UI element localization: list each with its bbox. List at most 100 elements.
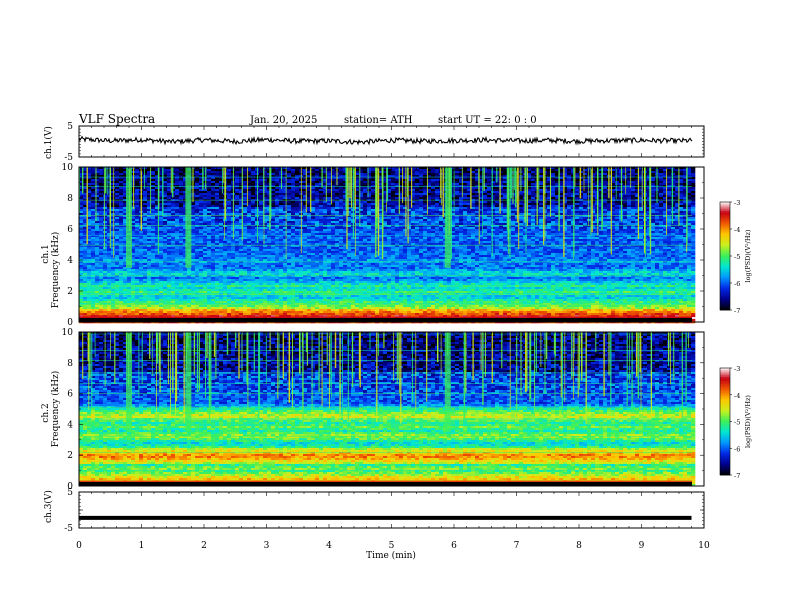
spectrogram-cell	[407, 185, 412, 188]
spectrogram-cell	[211, 227, 216, 230]
spectrogram-cell	[679, 201, 684, 204]
spectrogram-cell	[531, 219, 536, 222]
spectrogram-cell	[91, 191, 96, 194]
spectrogram-cell	[307, 173, 312, 176]
spectrogram-cell	[115, 195, 120, 198]
spectrogram-cell	[547, 177, 552, 180]
spectrogram-cell	[303, 207, 308, 210]
spectrogram-cell	[559, 167, 564, 170]
spectrogram-cell	[603, 225, 608, 228]
spectrogram-cell	[459, 175, 464, 178]
spectrogram-cell	[435, 167, 440, 170]
spectrogram-cell	[283, 207, 288, 210]
spectrogram-cell	[307, 183, 312, 186]
spectrogram-cell	[355, 209, 360, 212]
spectrogram-cell	[135, 225, 140, 228]
spectrogram-cell	[191, 203, 196, 206]
spectrogram-cell	[411, 217, 416, 220]
spectrogram-cell	[147, 207, 152, 210]
spectrogram-cell	[387, 177, 392, 180]
spectrogram-cell	[227, 171, 232, 174]
spectrogram-cell	[467, 203, 472, 206]
spectrogram-cell	[483, 177, 488, 180]
spectrogram-cell	[379, 171, 384, 174]
spectrogram-cell	[379, 175, 384, 178]
spectrogram-cell	[603, 223, 608, 226]
spectrogram-cell	[371, 173, 376, 176]
spectrogram-cell	[143, 169, 148, 172]
spectrogram-cell	[555, 193, 560, 196]
spectrogram-cell	[247, 197, 252, 200]
spectrogram-cell	[495, 191, 500, 194]
spectrogram-cell	[371, 225, 376, 228]
spectrogram-cell	[459, 195, 464, 198]
spectrogram-cell	[491, 221, 496, 224]
spectrogram-cell	[307, 207, 312, 210]
spectrogram-cell	[459, 189, 464, 192]
spectrogram-cell	[167, 189, 172, 192]
spectrogram-cell	[483, 195, 488, 198]
spectrogram-cell	[199, 189, 204, 192]
spectrogram-cell	[519, 191, 524, 194]
spectrogram-cell	[199, 205, 204, 208]
spectrogram-cell	[155, 169, 160, 172]
spectrogram-cell	[211, 221, 216, 224]
spectrogram-cell	[263, 187, 268, 190]
spectrogram-cell	[691, 191, 696, 194]
spectrogram-cell	[407, 169, 412, 172]
spectrogram-cell	[107, 205, 112, 208]
spectrogram-cell	[259, 181, 264, 184]
spectrogram-cell	[291, 201, 296, 204]
spectrogram-cell	[675, 183, 680, 186]
spectrogram-cell	[407, 187, 412, 190]
spectrogram-cell	[631, 207, 636, 210]
spectrogram-cell	[459, 221, 464, 224]
spectrogram-cell	[387, 217, 392, 220]
spectrogram-cell	[215, 211, 220, 214]
spectrogram-cell	[199, 213, 204, 216]
spectrogram-cell	[567, 197, 572, 200]
spectrogram-cell	[683, 223, 688, 226]
spectrogram-cell	[575, 167, 580, 170]
spectrogram-cell	[135, 177, 140, 180]
spectrogram-cell	[119, 211, 124, 214]
spectrogram-cell	[327, 183, 332, 186]
spectrogram-cell	[463, 197, 468, 200]
spectrogram-cell	[571, 197, 576, 200]
spectrogram-cell	[283, 223, 288, 226]
spectrogram-cell	[379, 179, 384, 182]
spectrogram-cell	[115, 205, 120, 208]
spectrogram-cell	[339, 219, 344, 222]
spectrogram-cell	[271, 181, 276, 184]
spectrogram-cell	[539, 179, 544, 182]
spectrogram-cell	[363, 197, 368, 200]
spectrogram-cell	[99, 229, 104, 232]
spectrogram-cell	[339, 177, 344, 180]
spectrogram-cell	[423, 167, 428, 170]
spectrogram-cell	[175, 177, 180, 180]
spectrogram-cell	[203, 213, 208, 216]
spectrogram-cell	[575, 171, 580, 174]
spectrogram-cell	[263, 183, 268, 186]
spectrogram-cell	[455, 207, 460, 210]
spectrogram-cell	[451, 193, 456, 196]
spectrogram-cell	[415, 197, 420, 200]
spectrogram-cell	[503, 205, 508, 208]
spectrogram-cell	[251, 201, 256, 204]
spectrogram-cell	[411, 167, 416, 170]
spectrogram-cell	[111, 167, 116, 170]
spectrogram-cell	[451, 213, 456, 216]
spectrogram-cell	[383, 177, 388, 180]
spectrogram-cell	[347, 183, 352, 186]
spectrogram-cell	[87, 195, 92, 198]
spectrogram-cell	[271, 167, 276, 170]
spectrogram-cell	[671, 173, 676, 176]
spectrogram-cell	[283, 205, 288, 208]
spectrogram-cell	[103, 215, 108, 218]
spectrogram-cell	[167, 185, 172, 188]
spectrogram-cell	[275, 191, 280, 194]
spectrogram-cell	[451, 185, 456, 188]
spectrogram-cell	[315, 183, 320, 186]
spectrogram-cell	[399, 213, 404, 216]
spectrogram-cell	[91, 175, 96, 178]
